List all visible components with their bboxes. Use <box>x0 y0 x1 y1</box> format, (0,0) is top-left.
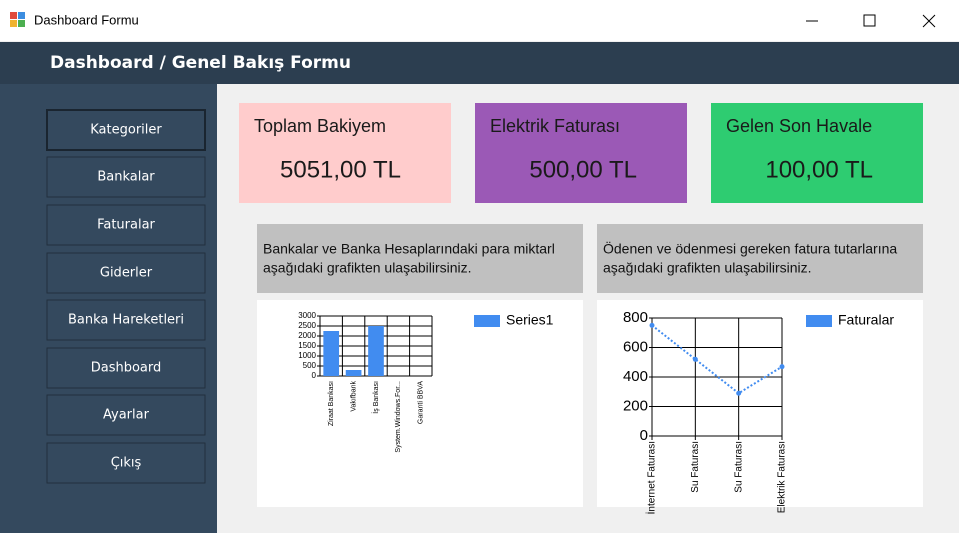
bar <box>345 370 362 376</box>
bar <box>323 331 340 376</box>
chart-panel <box>597 300 923 507</box>
sidebar-button[interactable] <box>46 442 206 484</box>
sidebar-button-label[interactable]: Ayarlar <box>103 408 150 423</box>
caption-line: aşağıdaki grafikten ulaşabilirsiniz. <box>263 260 472 276</box>
x-tick-label: Garanti BBVA <box>418 381 425 424</box>
card-value: 5051,00 TL <box>280 156 401 183</box>
sidebar-button[interactable] <box>46 109 206 151</box>
close-button[interactable] <box>922 14 936 28</box>
caption-box <box>257 224 583 293</box>
bar <box>368 326 384 376</box>
sidebar-button-label[interactable]: Banka Hareketleri <box>68 313 184 328</box>
card-title: Toplam Bakiyem <box>254 116 386 136</box>
y-tick-label: 0 <box>640 427 648 444</box>
sidebar-button-label[interactable]: Giderler <box>100 266 153 281</box>
summary-card <box>239 103 451 203</box>
x-tick-label: Su Faturası <box>733 441 744 493</box>
caption-line: Bankalar ve Banka Hesaplarındaki para mi… <box>263 241 555 257</box>
content: Kategoriler Bankalar Faturalar Giderler Bank… <box>46 103 923 514</box>
point <box>779 364 785 370</box>
header-bar <box>0 42 959 84</box>
summary-card <box>711 103 923 203</box>
x-tick-label: Ziraat Bankası <box>328 381 335 426</box>
point <box>736 390 742 396</box>
chart-panel <box>257 300 583 507</box>
y-tick-label: 200 <box>623 397 648 414</box>
point <box>649 322 655 328</box>
caption-line: Ödenen ve ödenmesi gereken fatura tutarl… <box>603 240 897 257</box>
legend-label: Series1 <box>506 312 554 328</box>
y-tick-label: 1500 <box>298 341 316 350</box>
y-tick-label: 3000 <box>298 311 316 320</box>
sidebar-button[interactable] <box>46 252 206 294</box>
x-tick-label: Elektrik Faturası <box>777 441 788 513</box>
sidebar-button-label[interactable]: Çıkış <box>111 456 142 471</box>
sidebar-button-label[interactable]: Bankalar <box>97 170 155 185</box>
point <box>692 356 698 362</box>
card-value: 500,00 TL <box>529 156 637 183</box>
y-tick-label: 500 <box>303 361 317 370</box>
sidebar-button[interactable] <box>46 156 206 198</box>
y-tick-label: 400 <box>623 368 648 385</box>
sidebar-button[interactable] <box>46 347 206 389</box>
y-tick-label: 600 <box>623 338 648 355</box>
y-tick-label: 2500 <box>298 321 316 330</box>
sidebar-button-label[interactable]: Kategoriler <box>90 123 162 138</box>
maximize-button[interactable] <box>863 14 876 27</box>
header-title: Dashboard / Genel Bakış Formu <box>50 53 351 73</box>
card-title: Gelen Son Havale <box>726 116 872 136</box>
caption-line: aşağıdaki grafikten ulaşabilirsiniz. <box>603 260 812 276</box>
sidebar-button[interactable] <box>46 394 206 436</box>
x-tick-label: Vakıfbank <box>350 381 357 412</box>
sidebar-button-label[interactable]: Faturalar <box>97 218 155 233</box>
legend-swatch <box>806 315 832 327</box>
window-title: Dashboard Formu <box>34 12 139 27</box>
y-tick-label: 1000 <box>298 351 316 360</box>
card-title: Elektrik Faturası <box>490 116 620 136</box>
sidebar-button[interactable] <box>46 204 206 246</box>
x-tick-label: İnternet Faturası <box>645 441 658 514</box>
caption-box <box>597 224 923 293</box>
legend-label: Faturalar <box>838 312 894 328</box>
app-icon <box>10 12 25 27</box>
x-tick-label: Su Faturası <box>690 441 701 493</box>
summary-card <box>475 103 687 203</box>
title-bar <box>0 0 959 41</box>
sidebar-button-label[interactable]: Dashboard <box>91 361 162 376</box>
y-tick-label: 0 <box>312 371 317 380</box>
legend-swatch <box>474 315 500 327</box>
x-tick-label: System.Windows.For... <box>395 381 402 453</box>
sidebar-button[interactable] <box>46 299 206 341</box>
y-tick-label: 2000 <box>298 331 316 340</box>
x-tick-label: İş Bankası <box>371 381 380 414</box>
card-value: 100,00 TL <box>765 156 873 183</box>
y-tick-label: 800 <box>623 309 648 326</box>
